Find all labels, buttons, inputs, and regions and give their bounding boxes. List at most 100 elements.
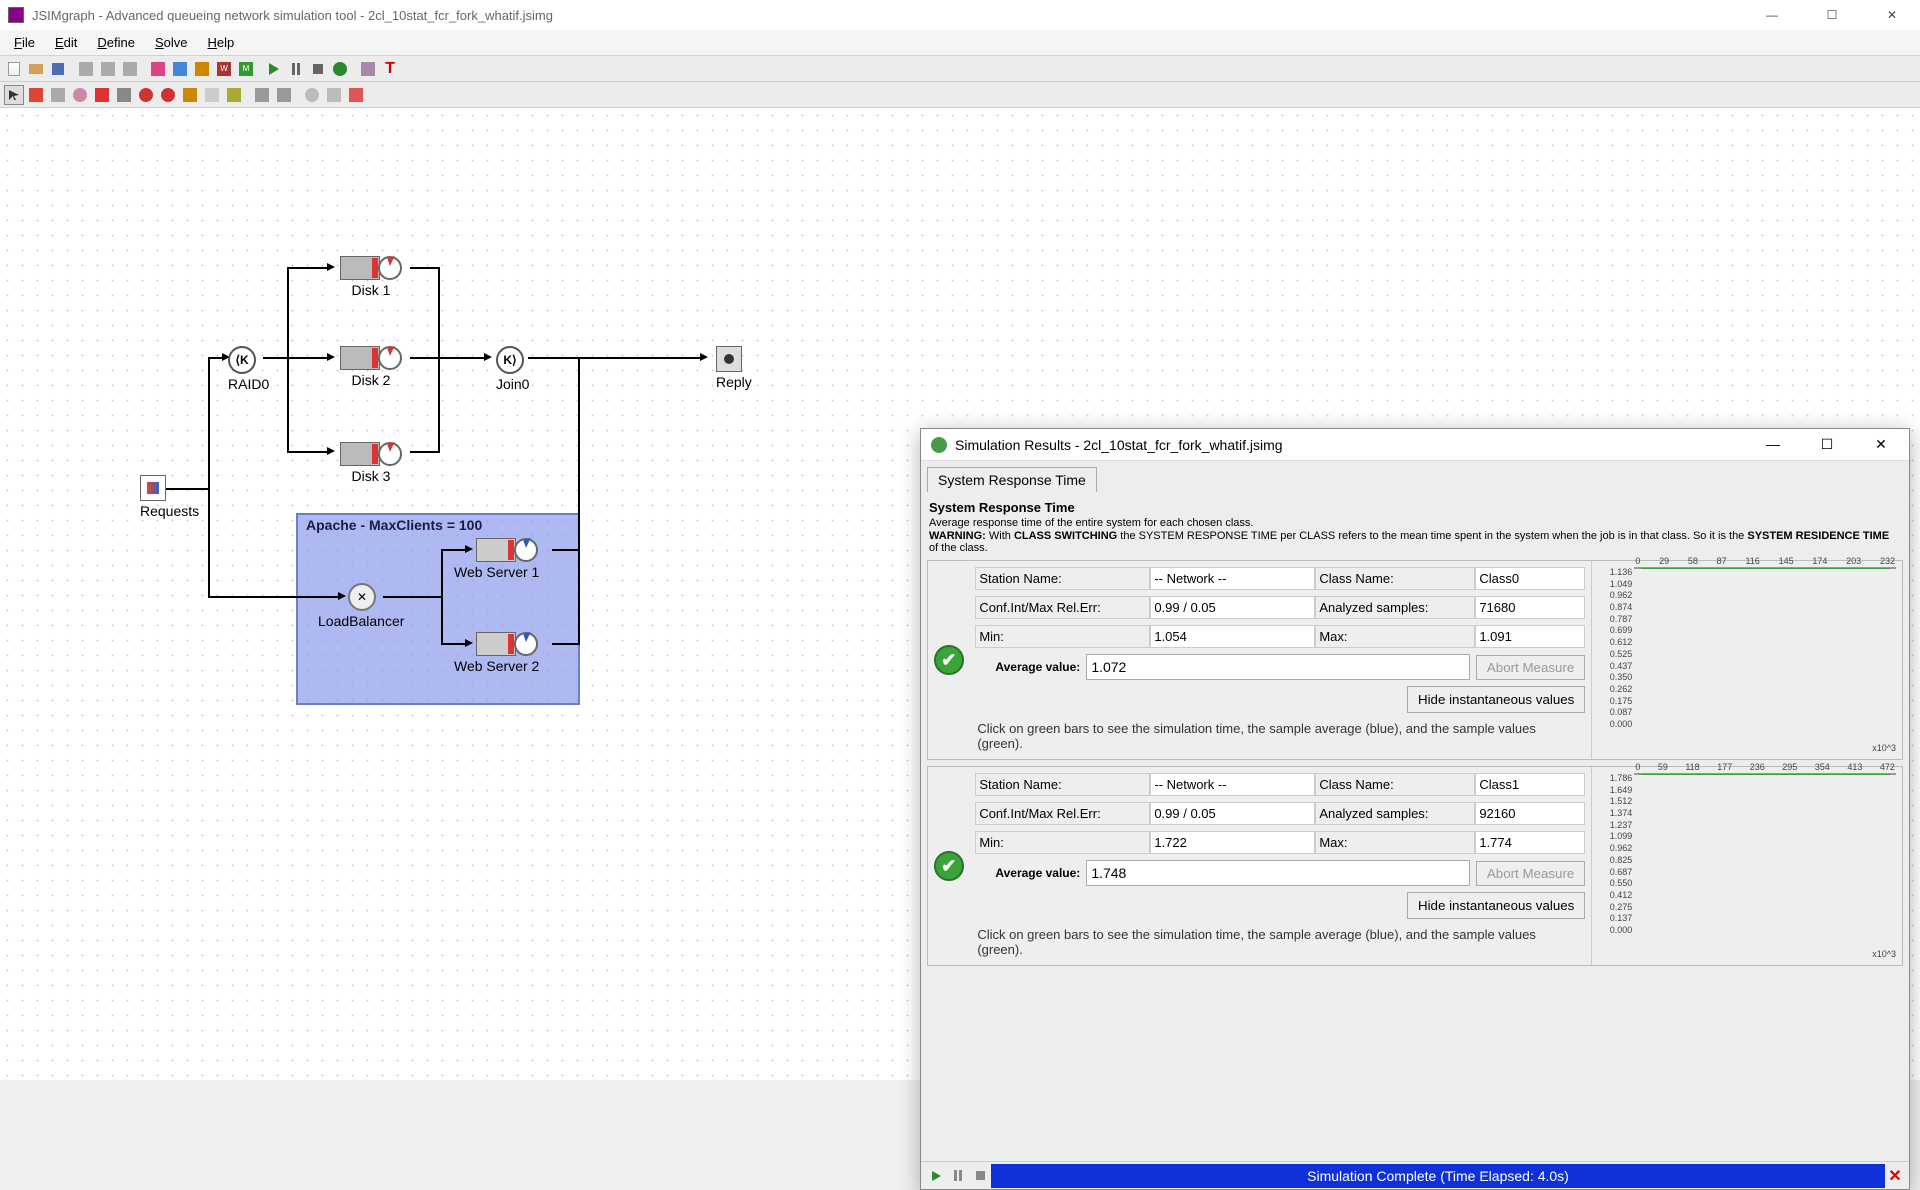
- node-webserver2[interactable]: Web Server 2: [474, 632, 539, 674]
- pal-queue[interactable]: [48, 85, 68, 105]
- label-confint: Conf.Int/Max Rel.Err:: [975, 802, 1150, 825]
- dialog-minimize[interactable]: —: [1755, 436, 1791, 453]
- value-station: -- Network --: [1150, 567, 1315, 590]
- menu-help[interactable]: Help: [198, 31, 245, 54]
- close-button[interactable]: ✕: [1872, 2, 1912, 28]
- node-disk2[interactable]: Disk 2: [340, 346, 402, 388]
- pal-bezier[interactable]: [274, 85, 294, 105]
- queue-icon: [476, 538, 516, 562]
- tb-convert[interactable]: [358, 59, 378, 79]
- pal-router[interactable]: [158, 85, 178, 105]
- value-station: -- Network --: [1150, 773, 1315, 796]
- tb-params[interactable]: [192, 59, 212, 79]
- value-confint: 0.99 / 0.05: [1150, 802, 1315, 825]
- result-chart[interactable]: 1.7861.6491.5121.3741.2371.0990.9620.825…: [1591, 767, 1902, 965]
- canvas[interactable]: Apache - MaxClients = 100: [0, 108, 1920, 1080]
- pal-select[interactable]: [4, 85, 24, 105]
- queue-icon: [340, 256, 380, 280]
- abort-measure-button[interactable]: Abort Measure: [1476, 861, 1585, 886]
- sim-close-button[interactable]: ✕: [1885, 1166, 1905, 1186]
- value-max: 1.774: [1475, 831, 1585, 854]
- label-confint: Conf.Int/Max Rel.Err:: [975, 596, 1150, 619]
- tb-mva[interactable]: M: [236, 59, 256, 79]
- node-webserver1[interactable]: Web Server 1: [474, 538, 539, 580]
- pal-rotate[interactable]: [324, 85, 344, 105]
- label-class: Class Name:: [1315, 773, 1475, 796]
- tb-results[interactable]: [330, 59, 350, 79]
- pal-sink[interactable]: [92, 85, 112, 105]
- tb-cut[interactable]: [76, 59, 96, 79]
- dialog-maximize[interactable]: ☐: [1809, 436, 1845, 453]
- label-max: Max:: [1315, 625, 1475, 648]
- tab-system-response-time[interactable]: System Response Time: [927, 467, 1097, 492]
- dialog-icon: [931, 437, 947, 453]
- sim-play-button[interactable]: [927, 1167, 945, 1185]
- node-label: Disk 3: [340, 468, 402, 484]
- pal-semaphore[interactable]: [224, 85, 244, 105]
- abort-measure-button[interactable]: Abort Measure: [1476, 655, 1585, 680]
- hint-text: Click on green bars to see the simulatio…: [975, 925, 1585, 959]
- node-requests[interactable]: Requests: [140, 475, 199, 519]
- label-min: Min:: [975, 625, 1150, 648]
- value-class: Class1: [1475, 773, 1585, 796]
- label-samples: Analyzed samples:: [1315, 596, 1475, 619]
- label-station: Station Name:: [975, 773, 1150, 796]
- tb-what[interactable]: W: [214, 59, 234, 79]
- node-disk3[interactable]: Disk 3: [340, 442, 402, 484]
- sim-pause-button[interactable]: [949, 1167, 967, 1185]
- router-icon: ✕: [348, 583, 376, 611]
- tb-run[interactable]: [264, 59, 284, 79]
- result-chart[interactable]: 1.1361.0490.9620.8740.7870.6990.6120.525…: [1591, 561, 1902, 759]
- pal-blocking[interactable]: [346, 85, 366, 105]
- tb-classes[interactable]: [148, 59, 168, 79]
- hide-values-button[interactable]: Hide instantaneous values: [1407, 686, 1585, 713]
- tb-stop[interactable]: [308, 59, 328, 79]
- tb-save[interactable]: [48, 59, 68, 79]
- queue-icon: [476, 632, 516, 656]
- tb-new[interactable]: [4, 59, 24, 79]
- pal-source[interactable]: [26, 85, 46, 105]
- pal-join[interactable]: [136, 85, 156, 105]
- tb-copy[interactable]: [98, 59, 118, 79]
- value-avg: 1.072: [1086, 654, 1470, 680]
- section-warning: WARNING: With CLASS SWITCHING the SYSTEM…: [929, 530, 1901, 554]
- pal-link[interactable]: [252, 85, 272, 105]
- hide-values-button[interactable]: Hide instantaneous values: [1407, 892, 1585, 919]
- maximize-button[interactable]: ☐: [1812, 2, 1852, 28]
- node-loadbalancer[interactable]: ✕ LoadBalancer: [348, 583, 404, 629]
- menu-edit[interactable]: Edit: [45, 31, 87, 54]
- sim-stop-button[interactable]: [971, 1167, 989, 1185]
- dialog-footer: Simulation Complete (Time Elapsed: 4.0s)…: [921, 1161, 1909, 1189]
- menu-solve[interactable]: Solve: [145, 31, 198, 54]
- menubar: File Edit Define Solve Help: [0, 30, 1920, 56]
- node-reply[interactable]: Reply: [716, 346, 752, 390]
- label-avg: Average value:: [975, 866, 1080, 880]
- pal-class[interactable]: [202, 85, 222, 105]
- node-label: Web Server 1: [454, 564, 539, 580]
- dialog-titlebar: Simulation Results - 2cl_10stat_fcr_fork…: [921, 429, 1909, 461]
- tb-measures[interactable]: [170, 59, 190, 79]
- join-icon: K⟩: [496, 346, 524, 374]
- node-disk1[interactable]: Disk 1: [340, 256, 402, 298]
- node-raid0[interactable]: ⟨K RAID0: [228, 346, 269, 392]
- pal-delay[interactable]: [70, 85, 90, 105]
- node-join0[interactable]: K⟩ Join0: [496, 346, 529, 392]
- node-label: Requests: [140, 503, 199, 519]
- section-title: System Response Time: [929, 500, 1901, 515]
- fork-icon: ⟨K: [228, 346, 256, 374]
- server-icon: [378, 442, 402, 466]
- tb-open[interactable]: [26, 59, 46, 79]
- minimize-button[interactable]: —: [1752, 2, 1792, 28]
- menu-define[interactable]: Define: [87, 31, 145, 54]
- dialog-close[interactable]: ✕: [1863, 436, 1899, 453]
- pal-fork[interactable]: [114, 85, 134, 105]
- success-icon: ✔: [934, 645, 964, 675]
- menu-file[interactable]: File: [4, 31, 45, 54]
- tb-text[interactable]: T: [380, 59, 400, 79]
- pal-region[interactable]: [302, 85, 322, 105]
- tb-paste[interactable]: [120, 59, 140, 79]
- value-confint: 0.99 / 0.05: [1150, 596, 1315, 619]
- tb-pause[interactable]: [286, 59, 306, 79]
- value-min: 1.054: [1150, 625, 1315, 648]
- pal-logger[interactable]: [180, 85, 200, 105]
